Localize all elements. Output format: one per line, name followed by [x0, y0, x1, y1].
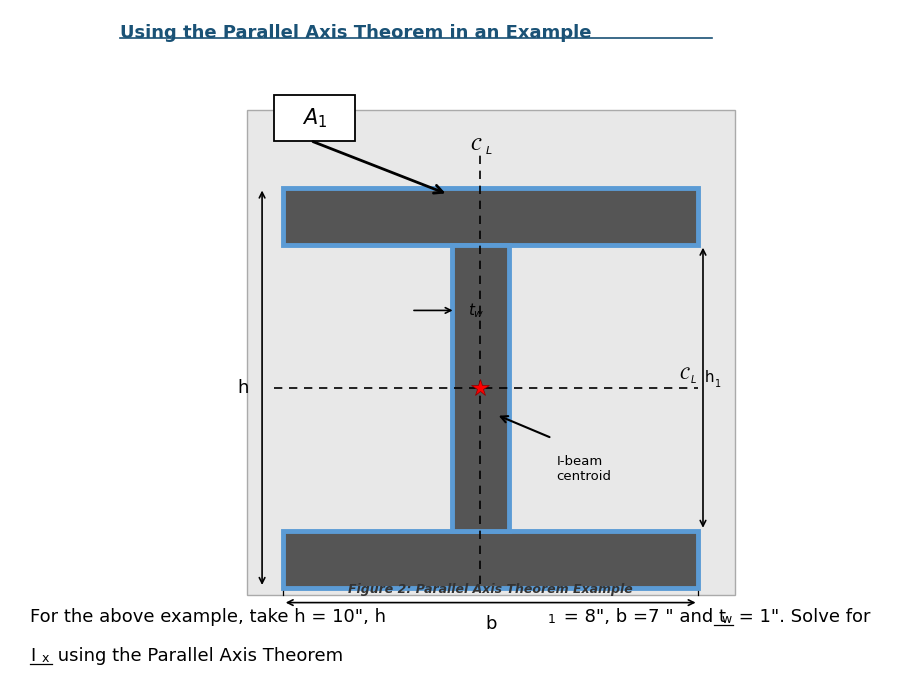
Text: For the above example, take h = 10", h: For the above example, take h = 10", h [30, 608, 386, 626]
Text: 1: 1 [715, 379, 721, 389]
Text: = 1". Solve for: = 1". Solve for [732, 608, 870, 626]
Text: using the Parallel Axis Theorem: using the Parallel Axis Theorem [53, 647, 343, 665]
Bar [452, 245, 508, 531]
Text: w: w [722, 614, 732, 626]
Bar [247, 111, 734, 595]
Text: Using the Parallel Axis Theorem in an Example: Using the Parallel Axis Theorem in an Ex… [120, 24, 592, 42]
Text: I: I [30, 647, 36, 665]
Text: $t_w$: $t_w$ [468, 301, 485, 320]
Text: b: b [485, 615, 496, 633]
Text: h: h [701, 370, 715, 385]
Text: = 8", b =7 " and t: = 8", b =7 " and t [558, 608, 726, 626]
Text: I-beam
centroid: I-beam centroid [557, 455, 611, 483]
Text: L: L [691, 375, 696, 385]
Text: $A_1$: $A_1$ [302, 106, 327, 129]
Bar [274, 95, 355, 140]
Text: L: L [486, 146, 493, 156]
Text: h: h [237, 379, 249, 397]
Text: $\mathcal{C}$: $\mathcal{C}$ [470, 136, 483, 154]
Text: Figure 2: Parallel Axis Theorem Example: Figure 2: Parallel Axis Theorem Example [348, 583, 633, 596]
Text: 1: 1 [548, 614, 556, 626]
Bar [282, 188, 699, 245]
Text: $\mathcal{C}$: $\mathcal{C}$ [679, 365, 691, 383]
Text: x: x [42, 652, 49, 665]
Bar [282, 531, 699, 588]
